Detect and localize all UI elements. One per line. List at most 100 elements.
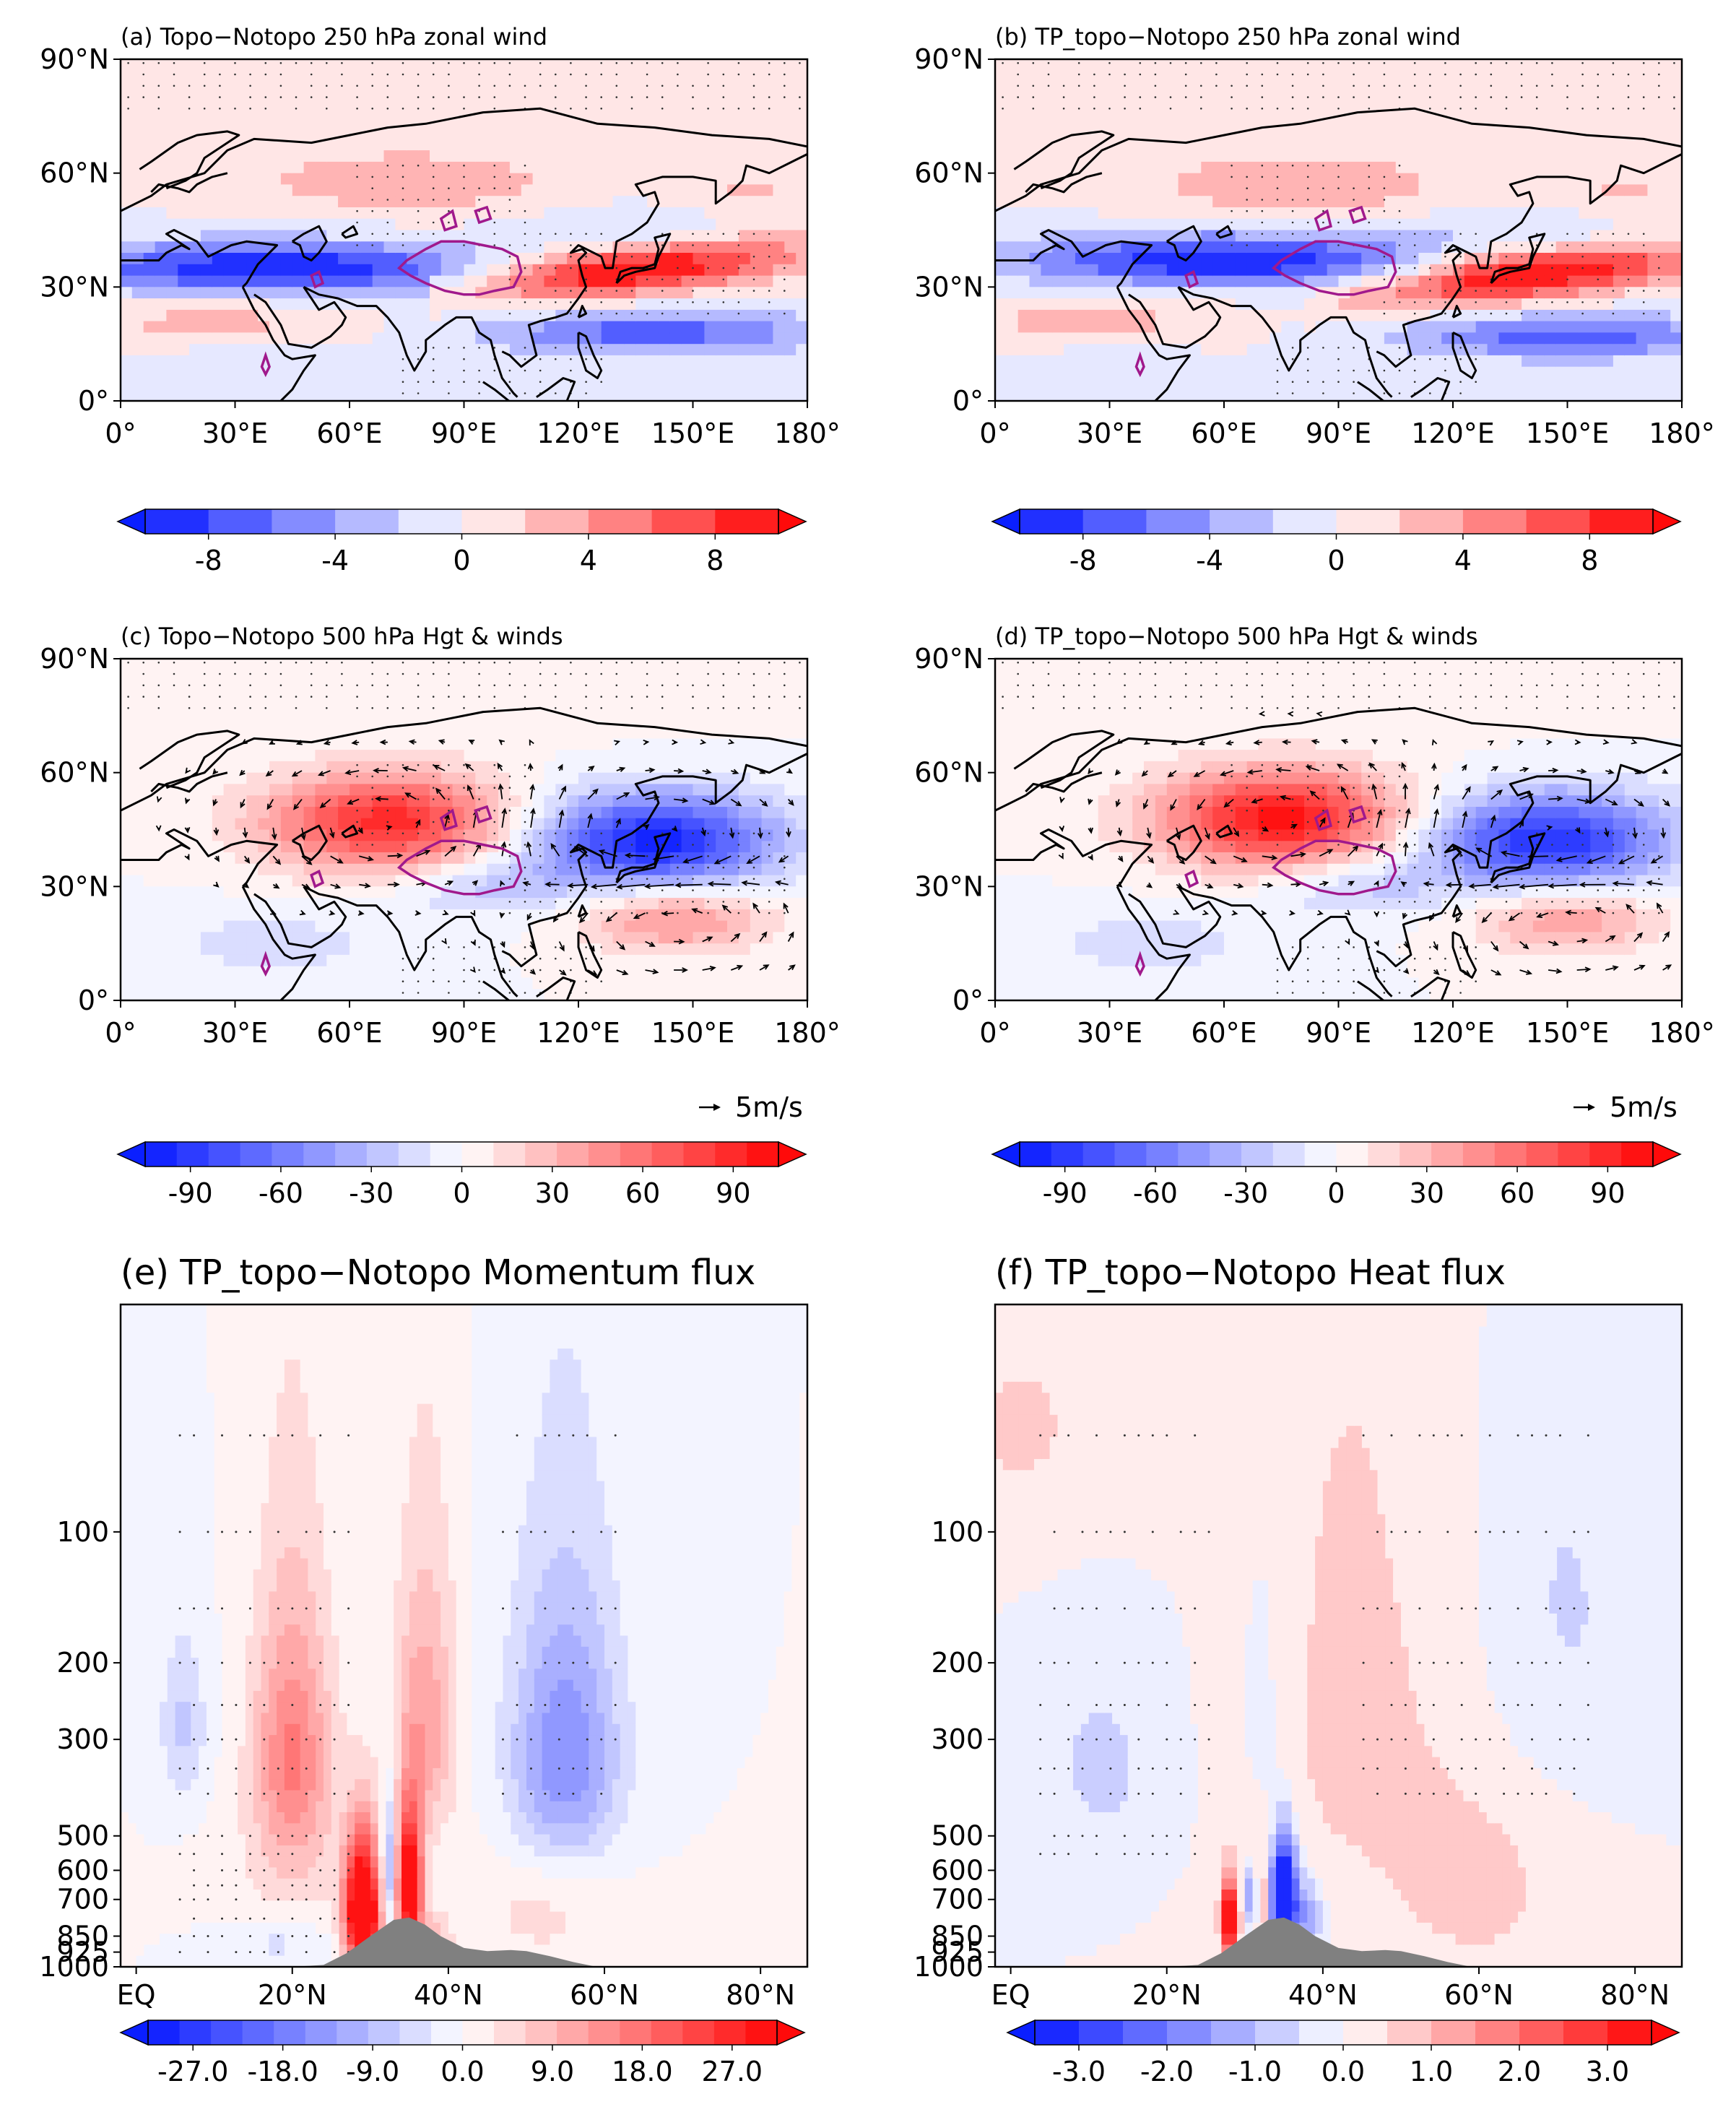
colorbar-swatch [588, 1142, 621, 1167]
y-tick-label: 925 [56, 1936, 109, 1968]
colorbar-swatch [1589, 509, 1654, 534]
title-a: (a) Topo−Notopo 250 hPa zonal wind [121, 23, 547, 51]
colorbar-swatch [145, 509, 209, 534]
colorbar-tick-label: 18.0 [612, 2056, 673, 2087]
title-b: (b) TP_topo−Notopo 250 hPa zonal wind [995, 23, 1461, 51]
colorbar-swatch [335, 509, 399, 534]
x-tick-label: 30°E [1077, 1017, 1142, 1049]
panel-c: (c) Topo−Notopo 500 hPa Hgt & winds 0° 30°… [40, 623, 841, 1123]
colorbar-swatch [747, 1142, 779, 1167]
colorbar-swatch [1299, 2020, 1344, 2045]
tp-contour-a [260, 205, 523, 378]
colorbar-tick-label: 0 [453, 545, 470, 576]
colorbar-c: -90 -60 -30 0 30 60 90 [116, 1141, 807, 1209]
colorbar-tick-label: -2.0 [1140, 2056, 1194, 2087]
colorbar-tick-label: -4 [1196, 545, 1223, 576]
panel-d: (d) TP_topo−Notopo 500 hPa Hgt & winds 0°… [914, 623, 1715, 1123]
y-tick-label: 1000 [913, 1951, 984, 1983]
colorbar-max-extend [778, 1141, 807, 1168]
colorbar-swatch [1621, 1142, 1654, 1167]
colorbar-tick-label: 9.0 [531, 2056, 574, 2087]
colorbar-swatch [1519, 2020, 1564, 2045]
colorbar-swatch [1114, 1142, 1147, 1167]
x-tick-label: 60°E [316, 1017, 382, 1049]
y-tick-label: 30°N [914, 271, 984, 303]
x-tick-label: 20°N [258, 1979, 327, 2011]
colorbar-max-extend [1651, 2019, 1680, 2046]
colorbar-b: -8 -4 0 4 8 [991, 508, 1682, 576]
colorbar-tick-label: -30 [349, 1177, 394, 1209]
field-d [995, 659, 1683, 1001]
y-tick-label: 60°N [40, 157, 109, 189]
colorbar-tick-label: -60 [259, 1177, 303, 1209]
colorbar-swatch [1336, 509, 1400, 534]
x-tick-label: EQ [991, 1979, 1030, 2011]
title-f: (f) TP_topo−Notopo Heat flux [995, 1252, 1506, 1293]
stipple-d [1002, 662, 1675, 994]
y-tick-label: 0° [952, 385, 984, 417]
colorbar-swatch [1563, 2020, 1608, 2045]
colorbar-swatch [462, 2020, 495, 2045]
colorbar-swatch [713, 2020, 746, 2045]
colorbar-max-extend [776, 2019, 806, 2046]
colorbar-max-extend [778, 508, 807, 535]
colorbar-tick-label: -9.0 [346, 2056, 399, 2087]
colorbar-tick-label: -27.0 [157, 2056, 228, 2087]
field-b [995, 59, 1683, 402]
colorbar-d: -90 -60 -30 0 30 60 90 [991, 1141, 1682, 1209]
x-tick-label: 60°N [1444, 1979, 1514, 2011]
colorbar-swatch [208, 1142, 241, 1167]
colorbar-swatch [682, 2020, 715, 2045]
y-tick-label: 850 [931, 1920, 984, 1952]
x-tick-label: 180° [774, 417, 841, 449]
colorbar-swatch [1387, 2020, 1432, 2045]
y-tick-label: 700 [931, 1884, 984, 1916]
y-tick-label: 0° [952, 984, 984, 1016]
y-tick-label: 600 [56, 1854, 109, 1886]
x-tick-label: 0° [105, 417, 136, 449]
colorbar-swatch [1020, 509, 1084, 534]
y-tick-label: 30°N [40, 271, 109, 303]
colorbar-swatch [1494, 1142, 1527, 1167]
x-tick-label: EQ [117, 1979, 156, 2011]
colorbar-swatch [366, 1142, 399, 1167]
x-tick-label: 150°E [1526, 417, 1610, 449]
x-tick-label: 60°E [316, 417, 382, 449]
panel-f: (f) TP_topo−Notopo Heat flux EQ 20°N 40°N 60… [913, 1252, 1683, 2011]
colorbar-swatch [461, 509, 526, 534]
y-tick-label: 300 [931, 1723, 984, 1755]
colorbar-tick-label: 30 [1410, 1177, 1444, 1209]
x-tick-label: 150°E [651, 1017, 735, 1049]
y-tick-label: 500 [931, 1820, 984, 1852]
y-tick-label: 60°N [914, 757, 984, 789]
colorbar-swatch [1336, 1142, 1368, 1167]
wind-vectors-c [155, 739, 796, 976]
colorbar-swatch [1167, 2020, 1212, 2045]
colorbar-swatch [208, 509, 272, 534]
stipple-e [178, 1434, 617, 1954]
colorbar-swatch [335, 1142, 368, 1167]
colorbar-swatch [272, 509, 336, 534]
x-tick-label: 0° [105, 1017, 136, 1049]
colorbar-swatch [494, 2020, 526, 2045]
colorbar-swatch [1082, 509, 1147, 534]
x-tick-label: 30°E [1077, 417, 1142, 449]
colorbar-swatch [1304, 1142, 1337, 1167]
colorbar-swatch [1399, 509, 1464, 534]
x-tick-label: 0° [979, 1017, 1010, 1049]
x-tick-label: 60°E [1191, 417, 1257, 449]
title-d: (d) TP_topo−Notopo 500 hPa Hgt & winds [995, 623, 1478, 650]
colorbar-min-extend [116, 508, 146, 535]
frame-f [994, 1303, 1683, 1968]
colorbar-e: -27.0 -18.0 -9.0 0.0 9.0 18.0 27.0 [119, 2019, 806, 2087]
tp-contour-d [1134, 805, 1397, 977]
colorbar-swatch [145, 1142, 178, 1167]
coastlines-c [121, 706, 807, 1000]
y-tick-label: 60°N [40, 757, 109, 789]
colorbar-tick-label: -8 [195, 545, 222, 576]
colorbar-f: -3.0 -2.0 -1.0 0.0 1.0 2.0 3.0 [1006, 2019, 1680, 2087]
field-f [995, 1304, 1683, 1968]
colorbar-tick-label: -90 [1043, 1177, 1088, 1209]
field-a [121, 59, 808, 402]
colorbar-swatch [745, 2020, 778, 2045]
